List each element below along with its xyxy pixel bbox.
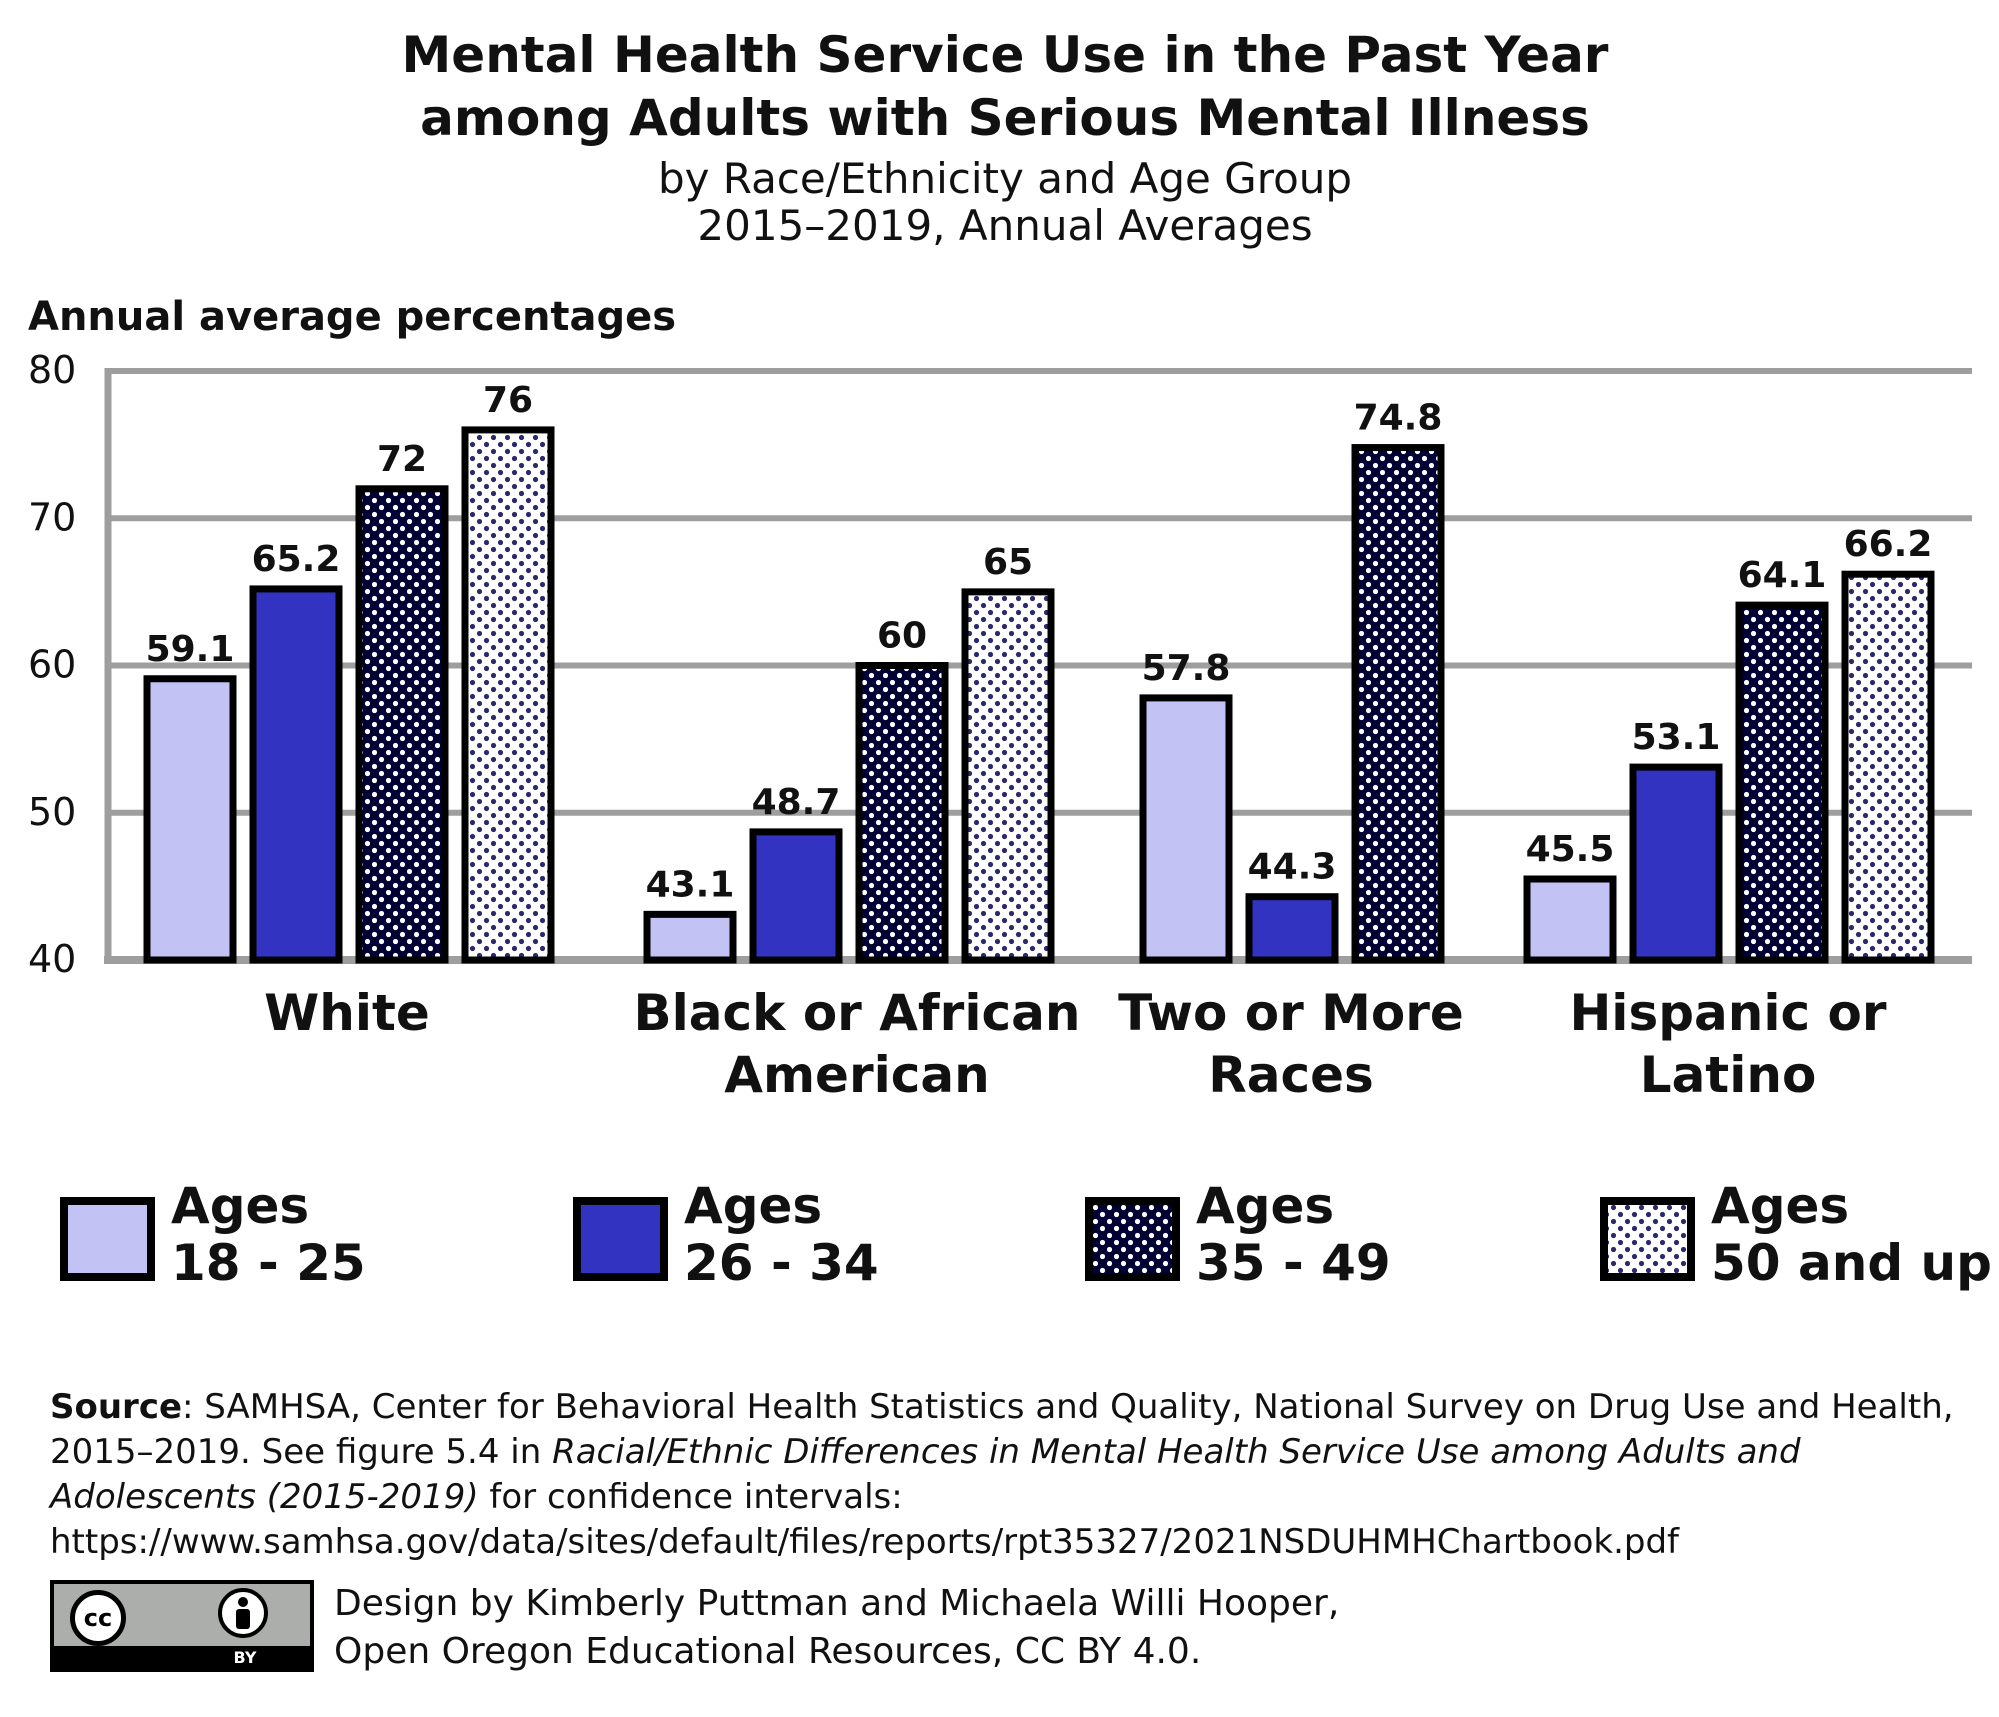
y-tick-label: 80 <box>28 348 76 392</box>
bar-ages-26-34-cat-0 <box>249 585 343 964</box>
bar-ages-18-25-cat-1 <box>643 910 737 964</box>
legend-label: Ages <box>1711 1177 1849 1235</box>
legend-swatch-ages-26-34 <box>573 1197 668 1281</box>
category-label: American <box>724 1046 989 1104</box>
legend-label: 26 - 34 <box>684 1234 879 1292</box>
bar-ages-18-25-cat-0 <box>143 675 237 964</box>
data-label: 57.8 <box>1142 648 1231 689</box>
data-label: 66.2 <box>1844 524 1933 565</box>
legend-label: Ages <box>171 1177 309 1235</box>
bar-ages-35-49-cat-0 <box>355 485 449 964</box>
y-tick-label: 70 <box>28 495 76 539</box>
legend-label: Ages <box>684 1177 822 1235</box>
data-label: 72 <box>377 439 427 480</box>
data-label: 59.1 <box>146 629 235 670</box>
category-label: Latino <box>1640 1046 1817 1104</box>
legend-swatch-ages-18-25 <box>60 1197 155 1281</box>
bar-ages-50-and-up-cat-1 <box>961 588 1055 964</box>
data-label: 65 <box>983 542 1033 583</box>
data-label: 45.5 <box>1526 829 1615 870</box>
bar-ages-26-34-cat-1 <box>749 828 843 964</box>
legend-swatch-ages-50-and-up <box>1600 1197 1695 1281</box>
source-note: Source: SAMHSA, Center for Behavioral He… <box>50 1385 1970 1565</box>
chart-subtitle-line-2: 2015–2019, Annual Averages <box>697 201 1312 250</box>
credit-line-2: Open Oregon Educational Resources, CC BY… <box>334 1631 1202 1672</box>
chart-title-line-2: among Adults with Serious Mental Illness <box>420 89 1590 147</box>
legend-label: 18 - 25 <box>171 1234 366 1292</box>
chart-subtitle-line-1: by Race/Ethnicity and Age Group <box>658 154 1352 203</box>
legend-swatch-ages-35-49 <box>1085 1197 1180 1281</box>
data-label: 53.1 <box>1632 717 1721 758</box>
bar-ages-18-25-cat-3 <box>1523 875 1617 964</box>
y-tick-label: 40 <box>28 937 76 981</box>
source-text-end: for confidence intervals: <box>478 1477 903 1517</box>
y-tick-label: 60 <box>28 643 76 687</box>
cc-by-license-badge[interactable]: cc BY <box>50 1580 314 1672</box>
data-label: 74.8 <box>1354 398 1443 439</box>
bar-ages-35-49-cat-2 <box>1351 444 1445 964</box>
category-label: White <box>264 984 430 1042</box>
bar-ages-35-49-cat-3 <box>1735 601 1829 964</box>
credit-line-1: Design by Kimberly Puttman and Michaela … <box>334 1583 1340 1624</box>
bar-ages-50-and-up-cat-3 <box>1841 570 1935 964</box>
category-label: Races <box>1208 1046 1374 1104</box>
bar-ages-50-and-up-cat-0 <box>461 426 555 964</box>
credit-block: cc BY Design by Kimberly Puttman and Mic… <box>50 1580 1950 1672</box>
source-label: Source <box>50 1387 183 1427</box>
bar-ages-26-34-cat-2 <box>1245 893 1339 964</box>
by-label: BY <box>233 1648 257 1667</box>
data-label: 43.1 <box>646 864 735 905</box>
bar-ages-35-49-cat-1 <box>855 662 949 964</box>
category-label: Two or More <box>1118 984 1464 1042</box>
bar-ages-26-34-cat-3 <box>1629 763 1723 964</box>
legend-label: Ages <box>1196 1177 1334 1235</box>
cc-icon: cc <box>70 1590 126 1646</box>
design-credit: Design by Kimberly Puttman and Michaela … <box>334 1580 1339 1676</box>
bar-chart: Mental Health Service Use in the Past Ye… <box>28 26 1992 1292</box>
data-label: 64.1 <box>1738 555 1827 596</box>
legend-label: 50 and up <box>1711 1234 1992 1292</box>
category-label: Black or African <box>634 984 1081 1042</box>
source-text: : SAMHSA, Center for Behavioral Health S… <box>50 1387 1954 1472</box>
data-label: 48.7 <box>752 782 841 823</box>
data-label: 65.2 <box>252 539 341 580</box>
chart-title-line-1: Mental Health Service Use in the Past Ye… <box>402 26 1609 84</box>
bar-ages-18-25-cat-2 <box>1139 694 1233 964</box>
category-label: Hispanic or <box>1569 984 1886 1042</box>
data-label: 76 <box>483 380 533 421</box>
legend-label: 35 - 49 <box>1196 1234 1391 1292</box>
data-label: 60 <box>877 616 927 657</box>
attribution-person-icon <box>218 1588 268 1638</box>
y-axis-label: Annual average percentages <box>28 294 676 340</box>
source-url[interactable]: https://www.samhsa.gov/data/sites/defaul… <box>50 1522 1680 1562</box>
report-title: Racial/Ethnic Differences in Mental Heal… <box>50 1432 1801 1517</box>
data-label: 44.3 <box>1248 847 1337 888</box>
y-tick-label: 50 <box>28 790 76 834</box>
